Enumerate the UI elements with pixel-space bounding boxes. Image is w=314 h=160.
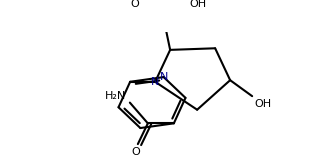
Text: O: O xyxy=(132,147,140,157)
Text: O: O xyxy=(131,0,139,9)
Text: OH: OH xyxy=(254,99,271,108)
Text: N: N xyxy=(160,72,168,82)
Text: N: N xyxy=(151,77,159,87)
Text: OH: OH xyxy=(189,0,206,9)
Text: H₂N: H₂N xyxy=(105,91,126,101)
